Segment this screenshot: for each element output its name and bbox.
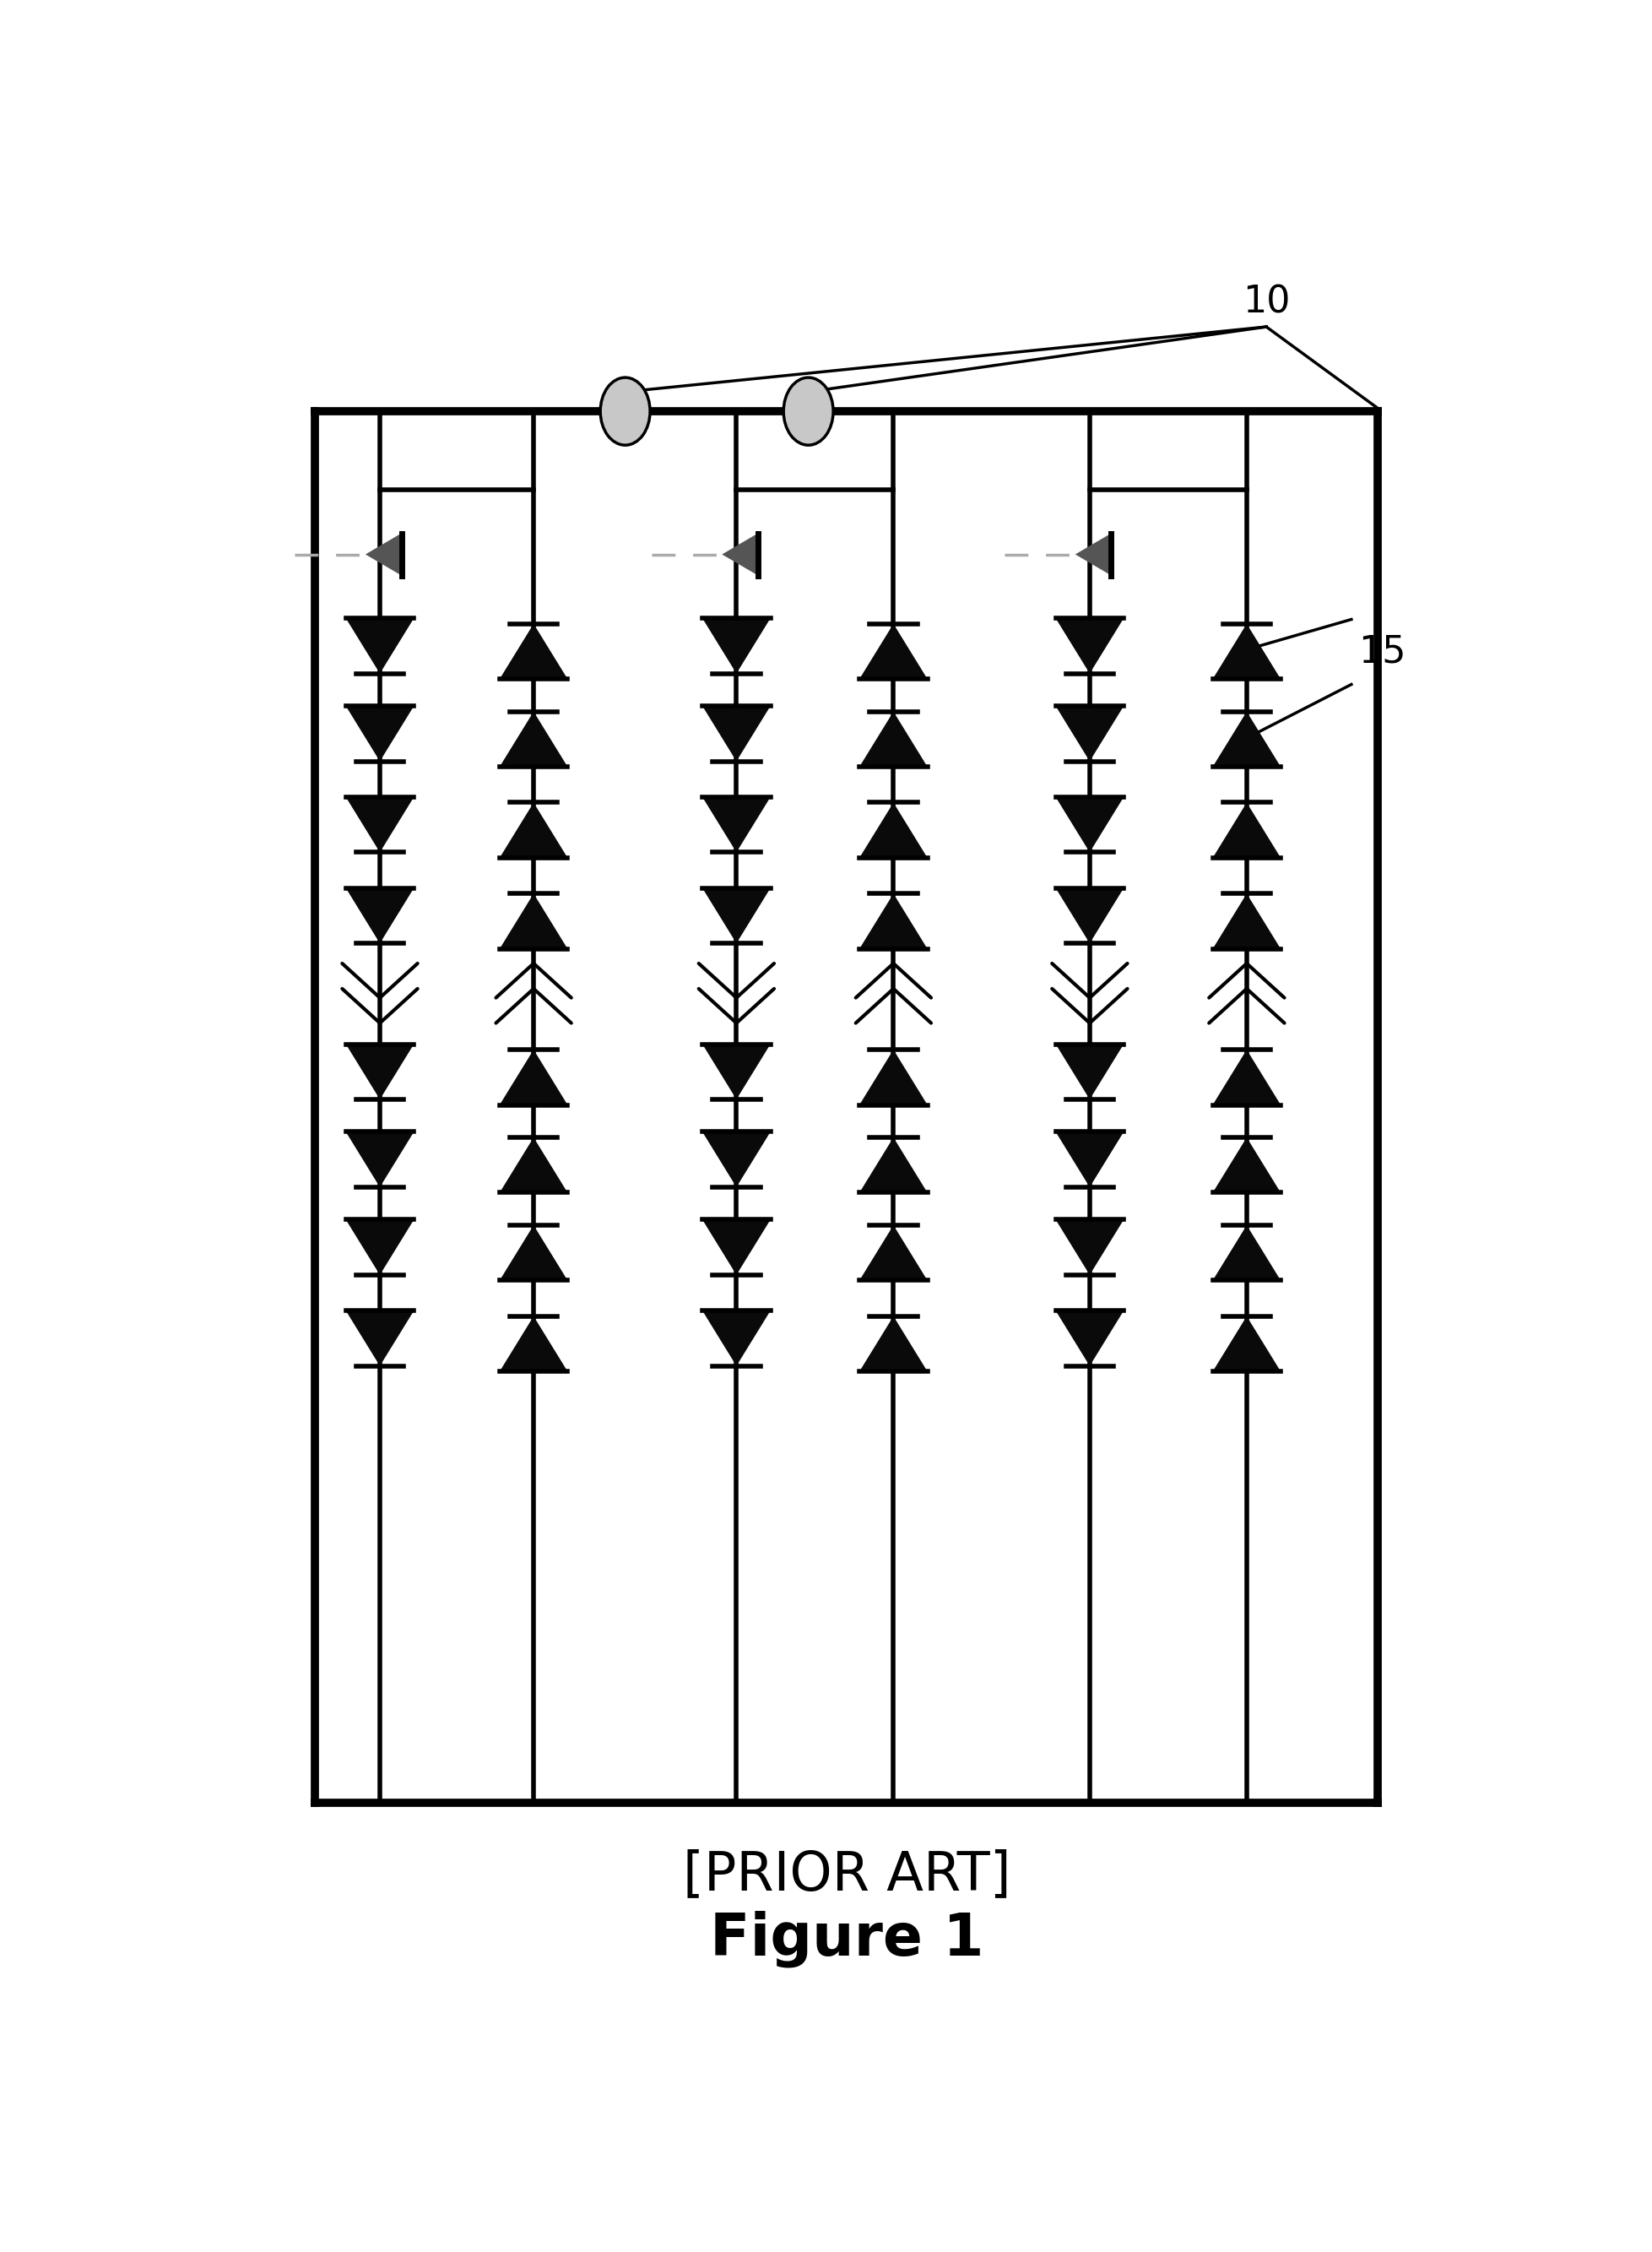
Polygon shape <box>345 1045 415 1099</box>
Polygon shape <box>345 619 415 673</box>
Polygon shape <box>859 624 927 680</box>
Polygon shape <box>345 1221 415 1275</box>
Polygon shape <box>1213 712 1280 768</box>
Text: 10: 10 <box>1242 284 1290 320</box>
Polygon shape <box>499 1137 568 1194</box>
Polygon shape <box>1075 534 1112 577</box>
Polygon shape <box>499 1315 568 1371</box>
Polygon shape <box>345 707 415 761</box>
Text: 15: 15 <box>1358 633 1406 671</box>
Polygon shape <box>499 894 568 948</box>
Polygon shape <box>859 802 927 858</box>
Polygon shape <box>345 887 415 944</box>
Polygon shape <box>345 1133 415 1187</box>
Polygon shape <box>499 624 568 680</box>
Polygon shape <box>1213 1049 1280 1106</box>
Text: [PRIOR ART]: [PRIOR ART] <box>682 1849 1011 1901</box>
Polygon shape <box>1056 1045 1123 1099</box>
Polygon shape <box>1056 619 1123 673</box>
Polygon shape <box>859 712 927 768</box>
Polygon shape <box>702 707 770 761</box>
Ellipse shape <box>600 378 649 446</box>
Polygon shape <box>499 1049 568 1106</box>
Polygon shape <box>1056 1133 1123 1187</box>
Polygon shape <box>499 802 568 858</box>
Polygon shape <box>1056 887 1123 944</box>
Polygon shape <box>722 534 758 577</box>
Polygon shape <box>345 797 415 851</box>
Polygon shape <box>345 1311 415 1367</box>
Ellipse shape <box>783 378 833 446</box>
Polygon shape <box>1056 1311 1123 1367</box>
Polygon shape <box>859 1049 927 1106</box>
Polygon shape <box>1213 802 1280 858</box>
Polygon shape <box>1213 1225 1280 1281</box>
Polygon shape <box>859 1137 927 1194</box>
Polygon shape <box>702 1133 770 1187</box>
Polygon shape <box>1213 1315 1280 1371</box>
Polygon shape <box>702 1311 770 1367</box>
Polygon shape <box>702 797 770 851</box>
Polygon shape <box>499 712 568 768</box>
Polygon shape <box>1056 797 1123 851</box>
Polygon shape <box>859 1225 927 1281</box>
Polygon shape <box>859 1315 927 1371</box>
Polygon shape <box>1056 707 1123 761</box>
Text: Figure 1: Figure 1 <box>710 1910 983 1968</box>
Polygon shape <box>702 619 770 673</box>
Polygon shape <box>365 534 401 577</box>
Polygon shape <box>702 887 770 944</box>
Polygon shape <box>859 894 927 948</box>
Polygon shape <box>702 1045 770 1099</box>
Polygon shape <box>1213 624 1280 680</box>
Polygon shape <box>1056 1221 1123 1275</box>
Polygon shape <box>499 1225 568 1281</box>
Polygon shape <box>1213 894 1280 948</box>
Polygon shape <box>1213 1137 1280 1194</box>
Polygon shape <box>702 1221 770 1275</box>
